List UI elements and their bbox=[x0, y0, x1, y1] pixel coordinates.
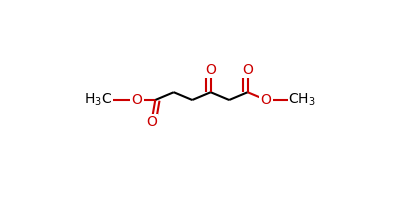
Text: O: O bbox=[242, 63, 253, 77]
Text: O: O bbox=[205, 63, 216, 77]
Text: H$_3$C: H$_3$C bbox=[84, 92, 112, 108]
Text: O: O bbox=[146, 115, 157, 129]
Text: O: O bbox=[131, 93, 142, 107]
Text: CH$_3$: CH$_3$ bbox=[288, 92, 316, 108]
Text: O: O bbox=[261, 93, 272, 107]
